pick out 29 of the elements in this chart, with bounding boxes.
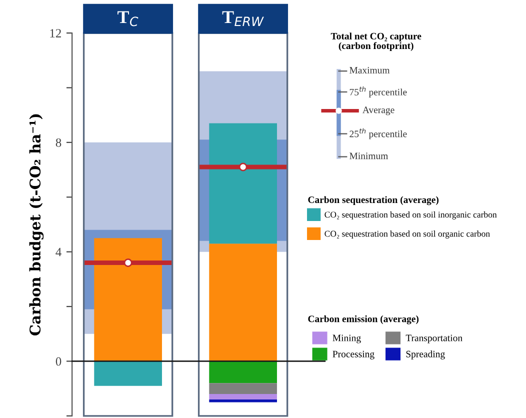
y-tick-label: 12	[50, 29, 61, 38]
bar	[209, 361, 277, 384]
x-tick-label: T$_{C}$	[118, 11, 138, 26]
x-tick-label: T$_{ERW}$	[222, 11, 264, 26]
text: Total net CO₂ capture (carbon footprint)	[330, 32, 422, 52]
text: 25$^{th}$ percentile	[350, 128, 407, 140]
legend-label: CO₂ sequestration based on soil organic carbon	[324, 230, 490, 238]
y-tick-label: 0	[56, 357, 62, 366]
text: Maximum	[350, 66, 390, 74]
annotation: Carbon emission (average)	[308, 315, 419, 324]
y-tick-label: 4	[56, 248, 62, 256]
bar	[94, 238, 162, 362]
legend-label: CO₂ sequestration based on soil inorganic carbon	[324, 211, 497, 220]
text: Minimum	[350, 152, 388, 160]
annotation: Carbon sequestration (average)	[308, 196, 439, 206]
bar	[209, 394, 277, 400]
y-tick-label: 8	[56, 138, 62, 147]
bar	[209, 383, 277, 394]
bar	[209, 244, 277, 362]
legend-label: Mining	[332, 334, 361, 344]
legend-label: Spreading	[406, 350, 445, 360]
bar	[209, 400, 277, 402]
legend-label: Processing	[332, 350, 374, 360]
text: Average	[362, 106, 394, 116]
bar	[209, 123, 277, 244]
y-axis-title: Carbon budget (t-CO₂ ha⁻¹)	[29, 114, 44, 336]
bar	[94, 361, 162, 386]
legend-label: Transportation	[406, 334, 462, 344]
text: 75$^{th}$ percentile	[350, 86, 407, 98]
